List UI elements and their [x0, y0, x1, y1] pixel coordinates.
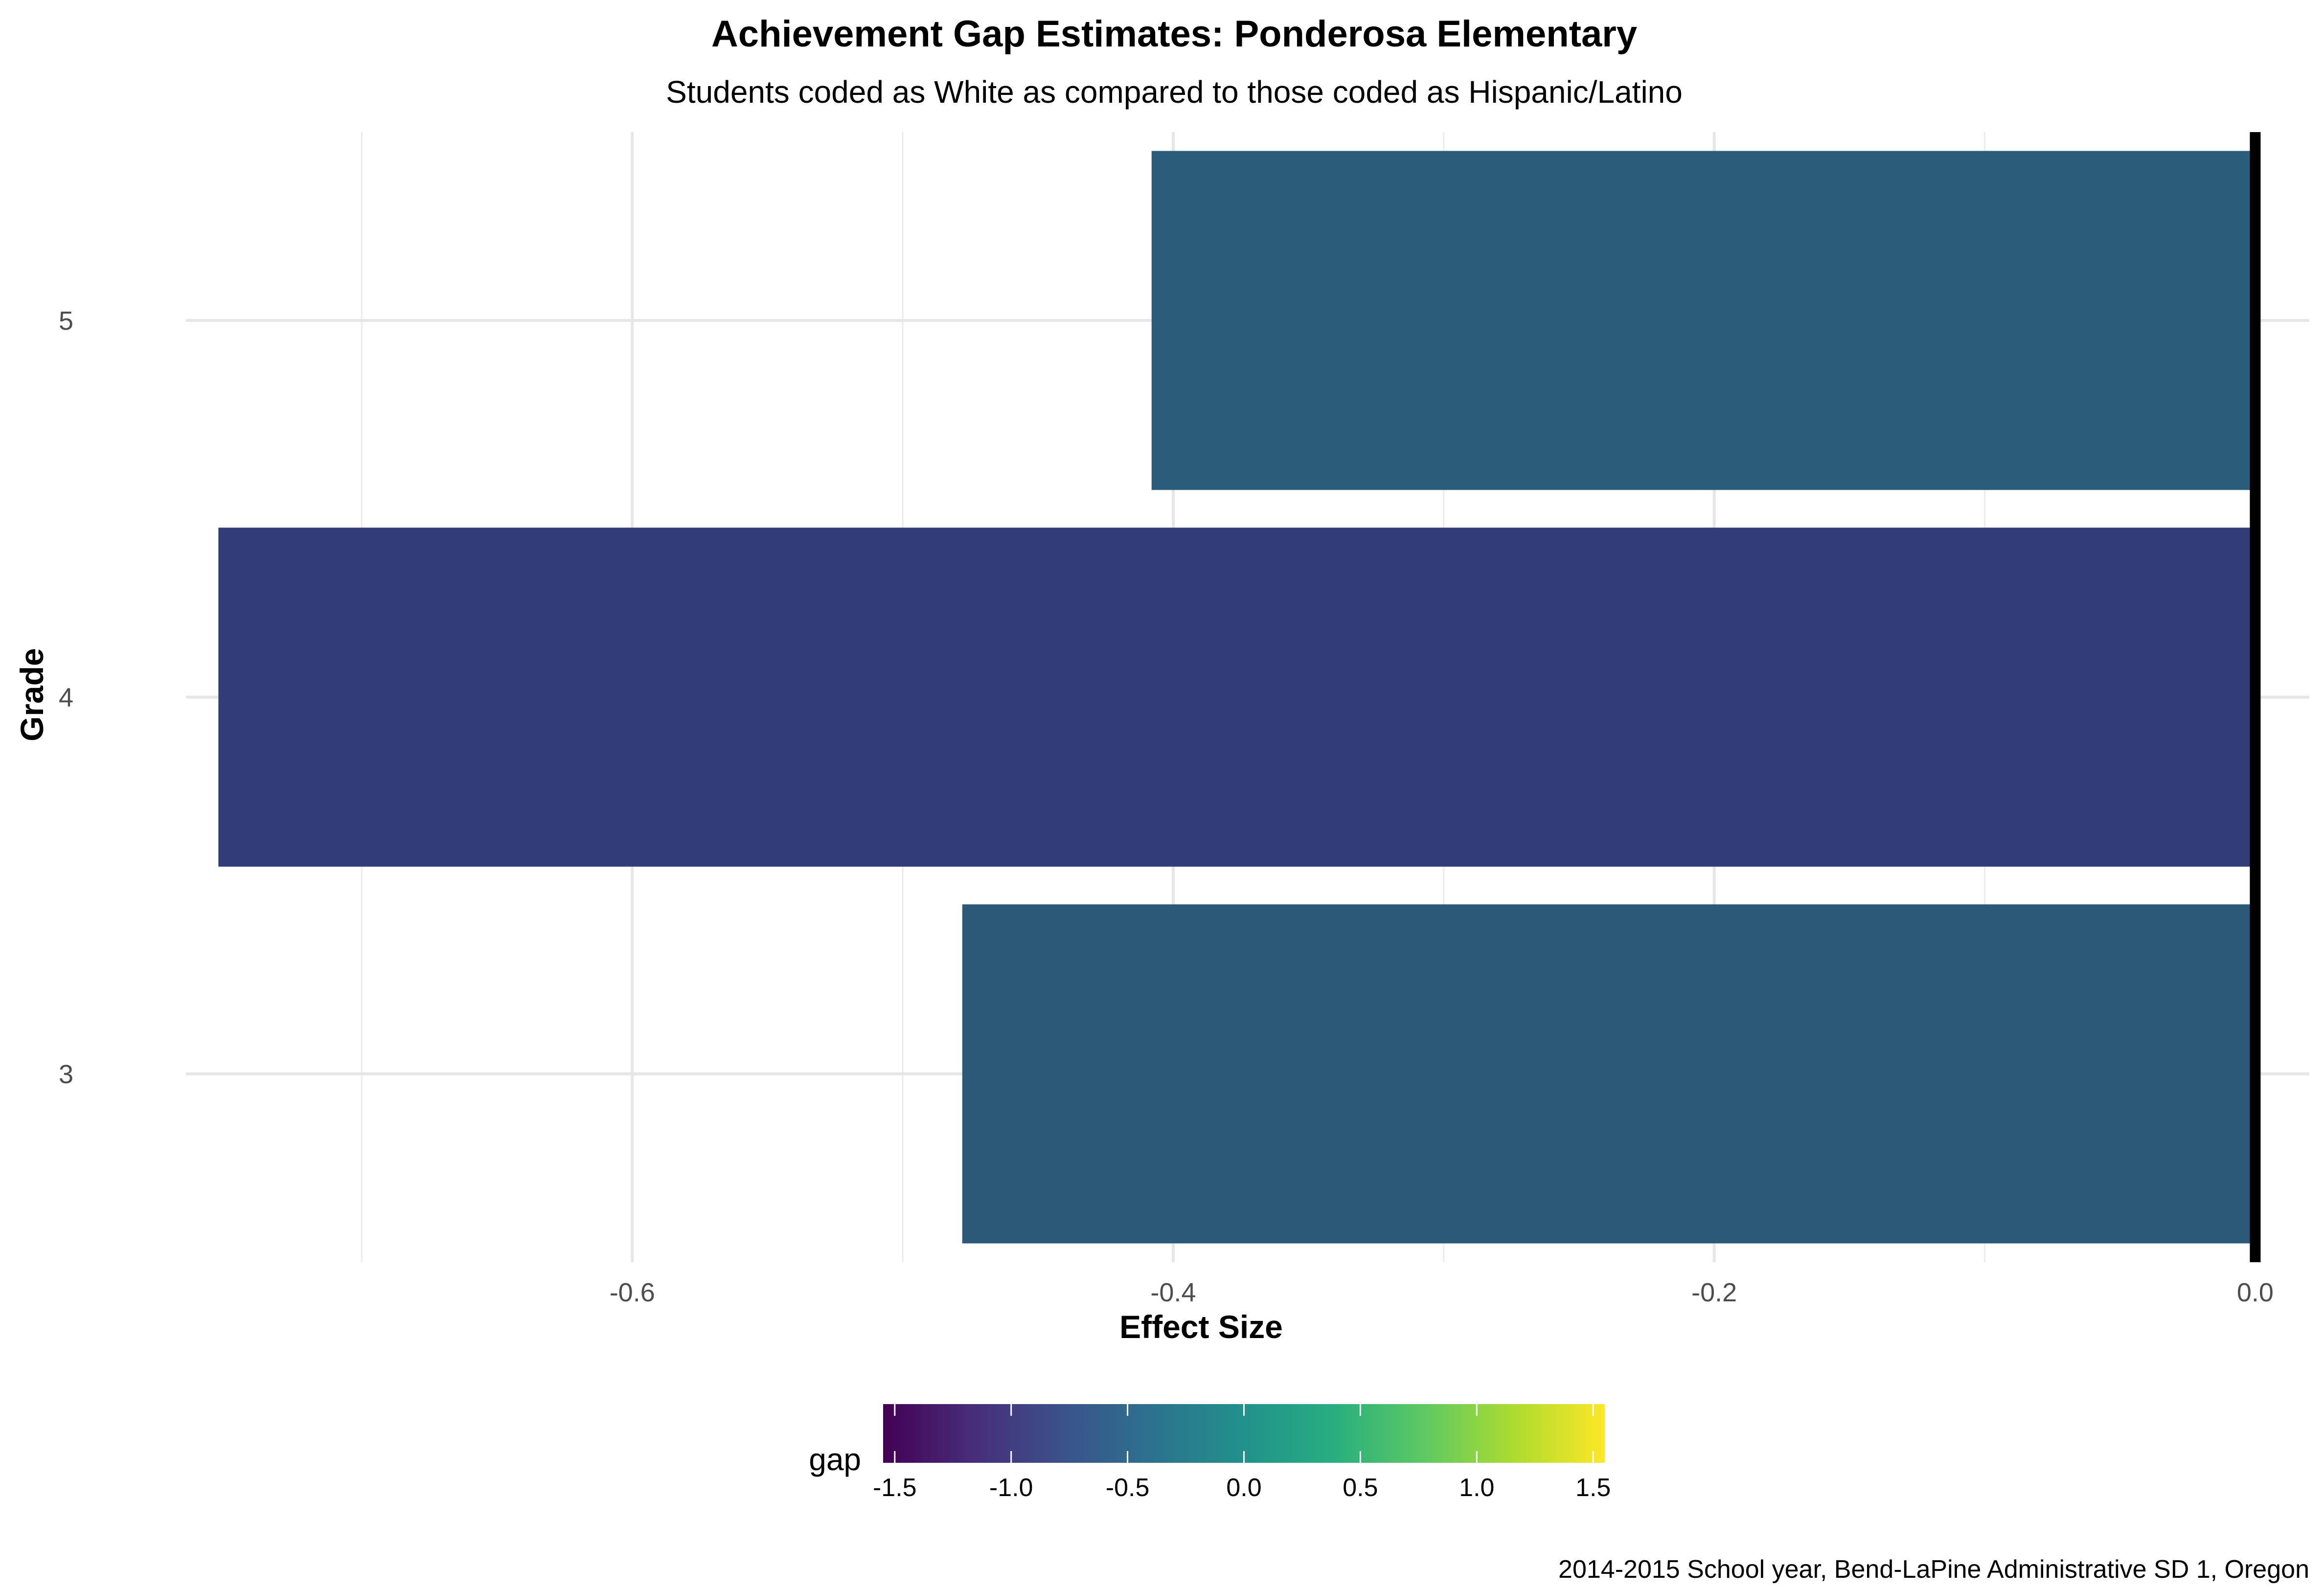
x-tick-label: -0.2: [1691, 1278, 1737, 1307]
chart-title: Achievement Gap Estimates: Ponderosa Ele…: [711, 13, 1637, 55]
chart-subtitle: Students coded as White as compared to t…: [666, 74, 1683, 110]
x-axis-title: Effect Size: [1119, 1309, 1283, 1345]
caption: 2014-2015 School year, Bend-LaPine Admin…: [1558, 1555, 2309, 1584]
bar-grade-3: [962, 904, 2256, 1244]
legend-tick-label: 1.5: [1575, 1474, 1611, 1502]
legend-tick-label: 0.5: [1343, 1474, 1378, 1502]
legend-tick-label: -0.5: [1106, 1474, 1150, 1502]
legend-tick-label: -1.0: [989, 1474, 1033, 1502]
y-tick-label: 4: [59, 683, 73, 712]
bar-grade-5: [1151, 151, 2256, 490]
y-axis-ticks: 3 4 5: [59, 306, 73, 1089]
x-axis-ticks: -0.6 -0.4 -0.2 0.0: [610, 1278, 2274, 1307]
x-tick-label: -0.4: [1150, 1278, 1196, 1307]
legend-tick-label: 0.0: [1226, 1474, 1261, 1502]
legend-tick-label: -1.5: [873, 1474, 917, 1502]
x-tick-label: -0.6: [610, 1278, 655, 1307]
x-tick-label: 0.0: [2237, 1278, 2274, 1307]
legend-tick-label: 1.0: [1459, 1474, 1494, 1502]
y-tick-label: 5: [59, 306, 73, 336]
legend-title: gap: [809, 1442, 861, 1477]
bar-grade-4: [218, 527, 2256, 867]
bars: [218, 132, 2261, 1262]
color-legend: gap -1.5 -1.0 -0.5 0.0 0.5 1.0 1.5: [809, 1404, 1611, 1502]
y-tick-label: 3: [59, 1060, 73, 1089]
y-axis-title: Grade: [14, 648, 50, 742]
legend-ticks: -1.5 -1.0 -0.5 0.0 0.5 1.0 1.5: [873, 1404, 1611, 1502]
